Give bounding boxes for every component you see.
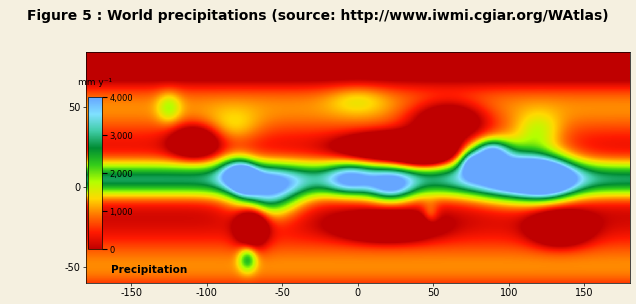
Text: Precipitation: Precipitation bbox=[111, 265, 188, 275]
Text: Figure 5 : World precipitations (source: http://www.iwmi.cgiar.org/WAtlas): Figure 5 : World precipitations (source:… bbox=[27, 9, 609, 23]
Text: mm y⁻¹: mm y⁻¹ bbox=[78, 78, 112, 87]
